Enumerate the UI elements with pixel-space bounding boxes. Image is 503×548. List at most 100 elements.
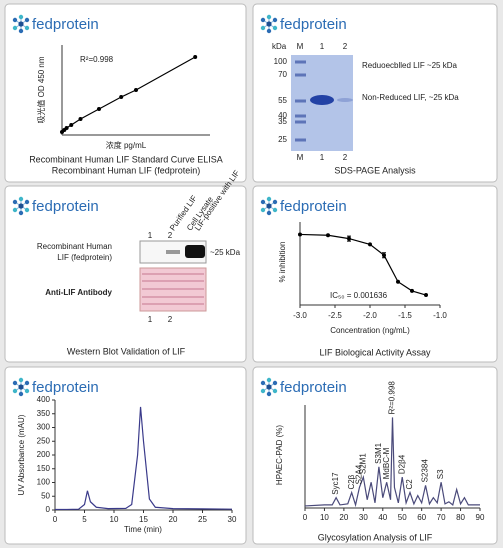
logo-dot [12,207,18,213]
point [119,95,124,99]
y-tick-label: 250 [37,436,51,445]
logo-dot [24,199,30,205]
logo-dot [260,17,266,23]
logo-dot [24,380,30,386]
logo-dot [272,17,278,23]
ladder-band [295,114,306,118]
peak-label: C2β [347,474,356,489]
lane-label: 1 [148,315,153,324]
y-axis-label: HPAEC-PAD (%) [275,425,284,485]
protein-label: Recombinant Human [37,242,112,251]
peak-label: S2M1 [358,453,367,474]
logo-dot [18,377,24,383]
logo-dot [266,28,272,34]
caption: Recombinant Human LIF Standard Curve ELI… [29,154,223,164]
logo-text: fedprotein [32,379,99,396]
blot-band [185,245,205,258]
x-tick-label: 10 [320,513,329,522]
x-tick-label: -2.5 [328,311,342,320]
logo-dot [266,14,272,20]
logo-dot [260,380,266,386]
caption: LIF Biological Activity Assay [319,347,431,357]
peak-label: C2 [405,479,414,490]
logo-dot [18,21,24,27]
y-tick-label: 100 [37,478,51,487]
ladder-band [295,99,306,103]
logo-dot [24,388,30,394]
logo-text: fedprotein [280,16,347,33]
ladder-label: 35 [278,117,287,126]
logo-dot [266,377,272,383]
band [337,98,353,102]
lane-label: 2 [168,315,173,324]
lane-label: 2 [343,153,348,162]
logo-dot [24,17,30,23]
logo-text: fedprotein [280,198,347,215]
x-tick-label: 30 [228,515,237,524]
x-tick-label: 20 [339,513,348,522]
loading-label: Anti-LIF Antibody [45,288,112,297]
x-tick-label: 30 [359,513,368,522]
logo-text: fedprotein [32,16,99,33]
x-tick-label: 25 [198,515,207,524]
logo-text: fedprotein [280,379,347,396]
x-tick-label: -3.0 [293,311,307,320]
logo-dot [266,21,272,27]
annotation: IC₅₀ = 0.001636 [330,291,388,300]
x-tick-label: 0 [53,515,58,524]
series-line [55,406,233,511]
y-axis-label: % inhibition [278,242,287,283]
logo-dot [260,388,266,394]
peak-label: S3 [436,469,445,479]
logo-dot [12,388,18,394]
lane-label: M [297,153,304,162]
logo-dot [260,207,266,213]
peak-label: Syc17 [331,472,340,495]
logo-dot [18,384,24,390]
y-tick-label: 0 [46,505,51,514]
lane-label: 2 [343,42,348,51]
x-tick-label: 5 [82,515,87,524]
lane-label: 1 [320,42,325,51]
series-line [299,233,427,296]
x-tick-label: 50 [398,513,407,522]
point [97,107,101,111]
logo-dot [266,391,272,397]
logo-dot [266,196,272,202]
point [78,117,83,121]
y-tick-label: 400 [37,395,51,404]
x-axis-label: Time (min) [124,525,162,534]
logo-dot [272,199,278,205]
point [396,279,400,284]
point [69,123,74,127]
panel [4,366,247,545]
logo-dot [272,207,278,213]
x-tick-label: 60 [417,513,426,522]
point [424,293,428,298]
peak-label: D2β4 [397,454,406,474]
lane-label: 1 [320,153,325,162]
peak-label: S3M1 [374,442,383,463]
panel [252,366,498,545]
logo-dot [12,25,18,31]
y-tick-label: 200 [37,450,51,459]
ladder-label: 70 [278,70,287,79]
ladder-band [295,138,306,142]
ladder-label: 100 [274,57,288,66]
logo-dot [18,391,24,397]
subtitle: Recombinant Human LIF (fedprotein) [52,165,201,175]
caption: Western Blot Validation of LIF [67,346,186,356]
lane-label: 1 [148,231,153,240]
x-tick-label: 20 [169,515,178,524]
lane-label: 2 [168,231,173,240]
ladder-band [295,60,306,64]
annotation: R²=0.998 [80,55,114,64]
logo-dot [12,17,18,23]
panel [4,3,247,183]
logo-dot [18,28,24,34]
caption: Glycosylation Analysis of LIF [318,532,433,542]
x-tick-label: -1.5 [398,311,412,320]
point [64,126,69,130]
logo-dot [18,196,24,202]
